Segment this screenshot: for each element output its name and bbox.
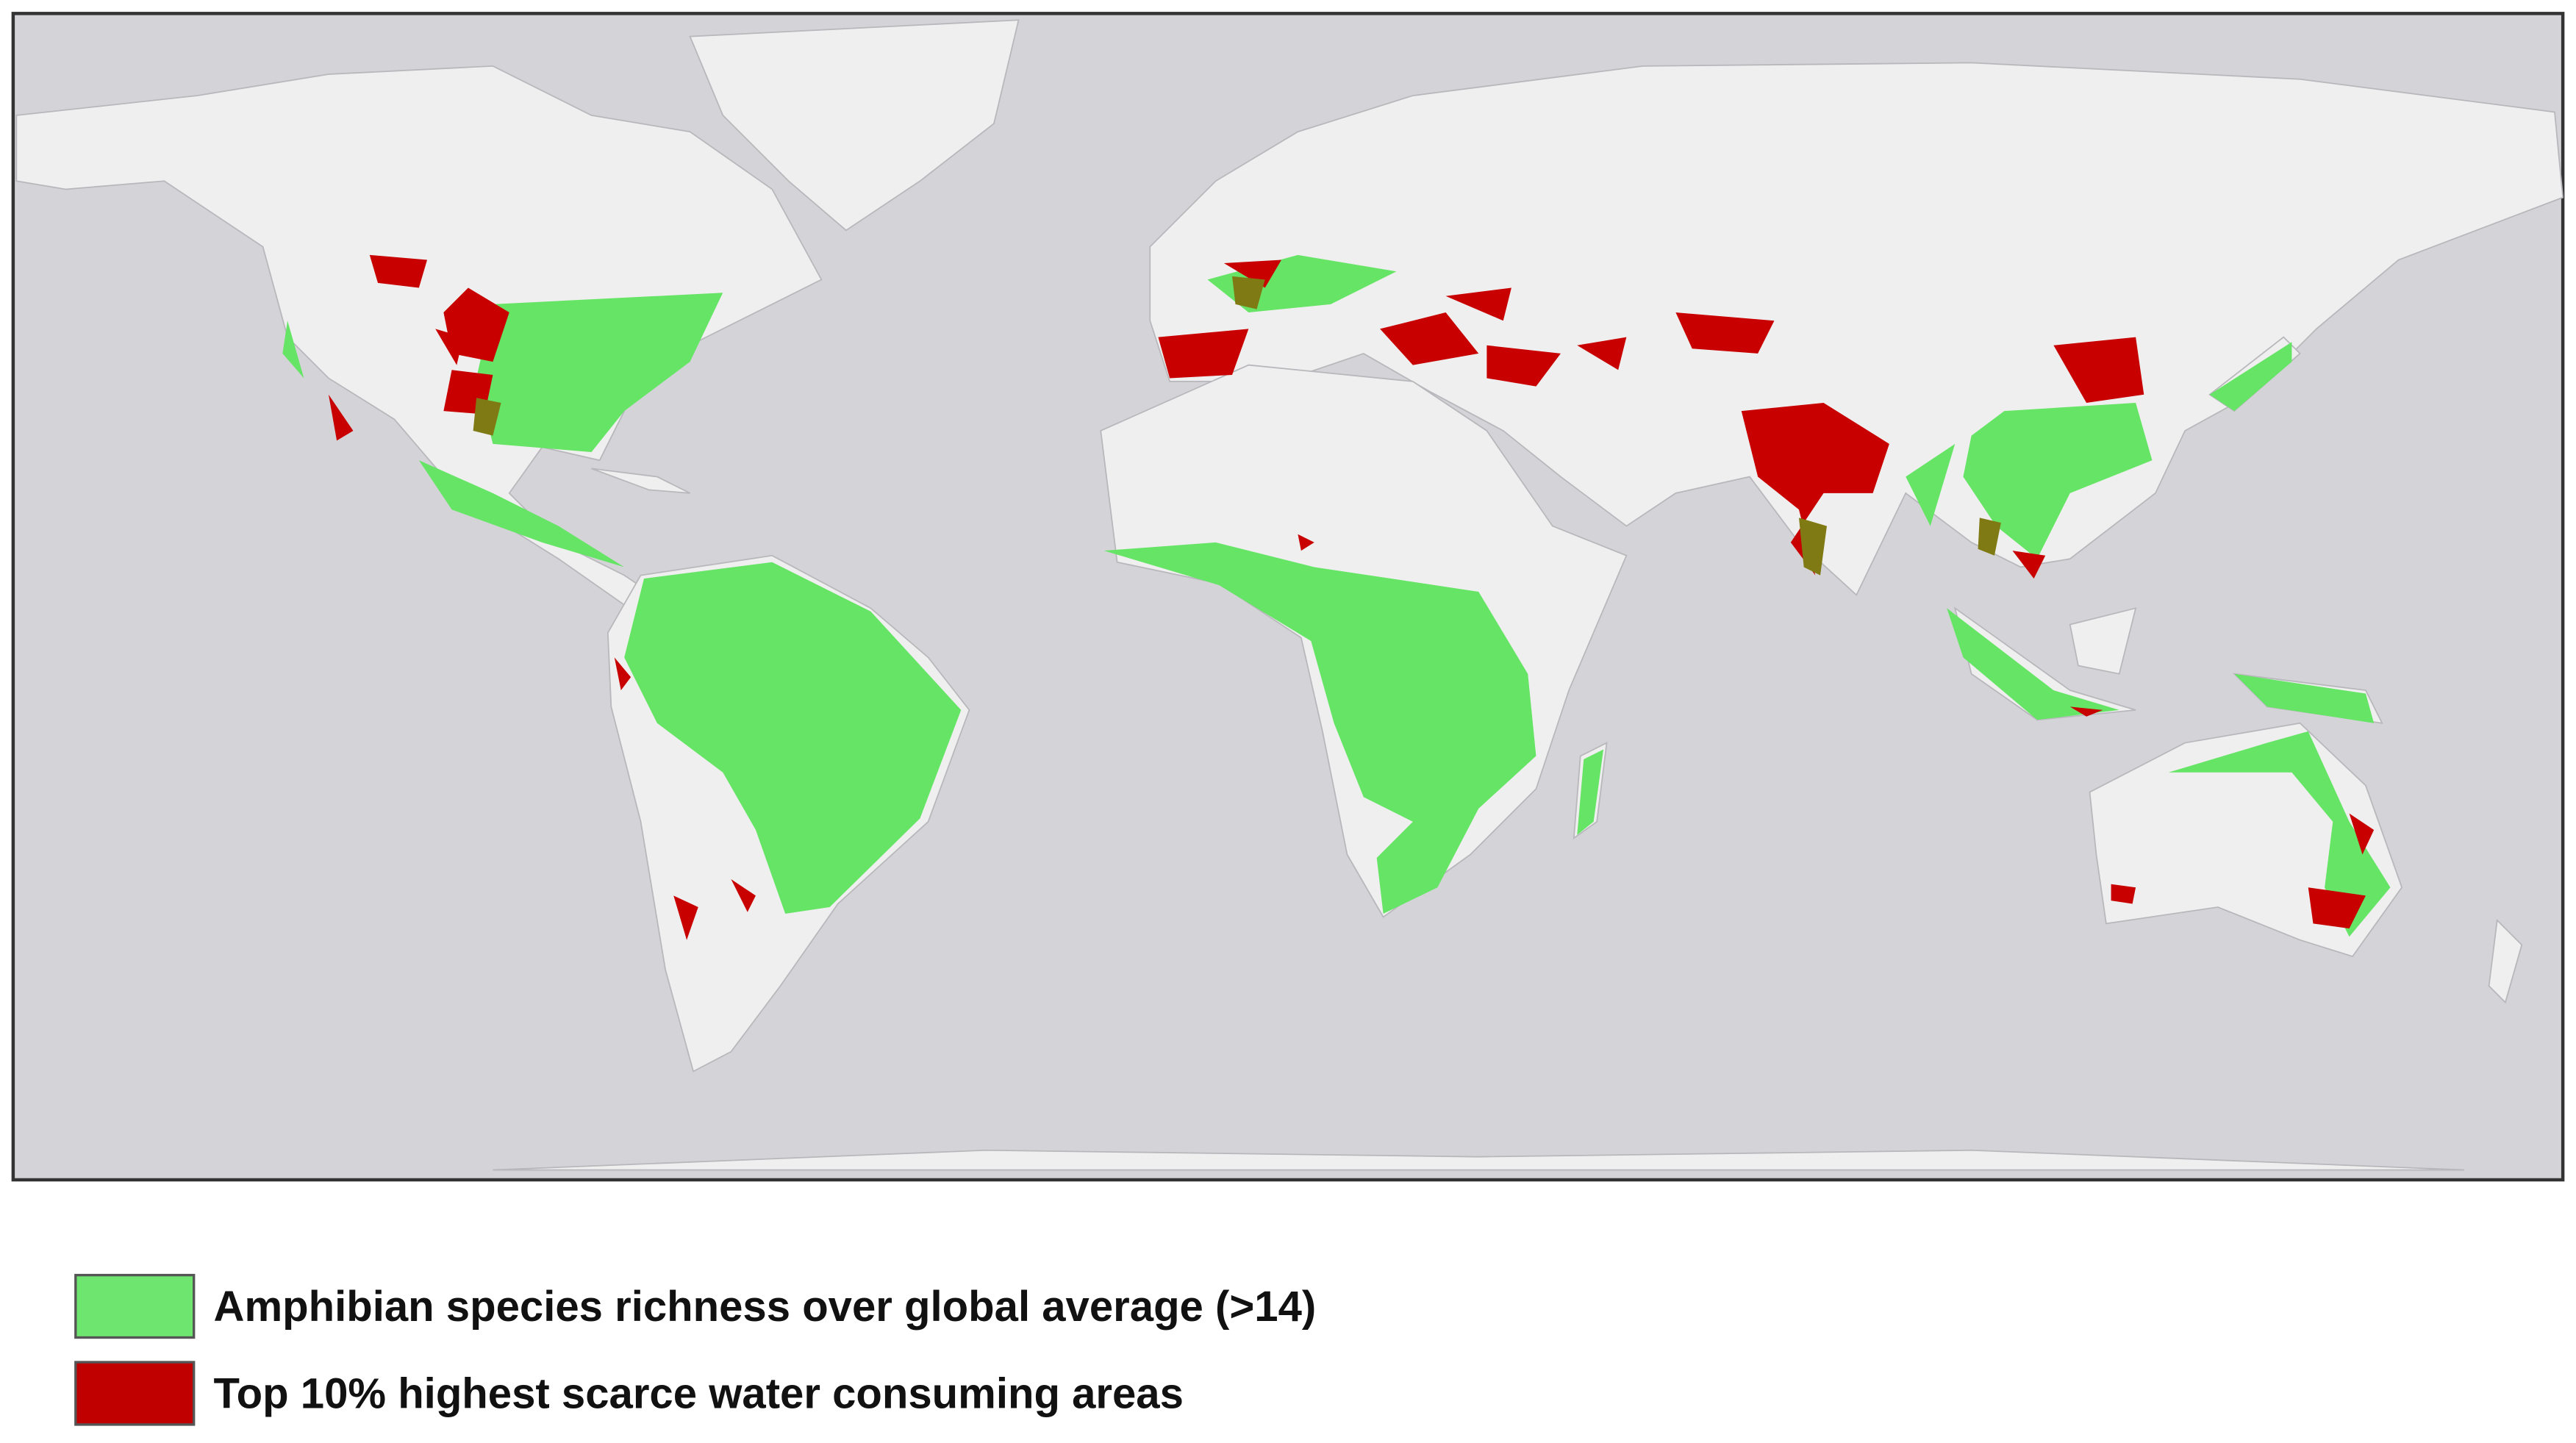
richness-asia: [1906, 342, 2292, 720]
greenland: [689, 19, 1020, 232]
richness-australia: [2168, 673, 2391, 937]
eurasia: [1149, 62, 2564, 596]
new-zealand: [2488, 918, 2523, 1004]
water-north-america: [328, 254, 509, 441]
legend-swatch-red: [74, 1361, 196, 1426]
water-asia: [1675, 312, 2144, 717]
map: [11, 12, 2565, 1182]
water-australia: [2111, 813, 2375, 929]
antarctica: [493, 1149, 2465, 1171]
legend-swatch-green: [74, 1273, 196, 1339]
richness-north-america: [282, 293, 723, 567]
richness-africa: [1103, 542, 1536, 914]
legend: Amphibian species richness over global a…: [74, 1273, 1317, 1426]
legend-label: Amphibian species richness over global a…: [214, 1283, 1317, 1331]
legend-label: Top 10% highest scarce water consuming a…: [214, 1369, 1184, 1417]
caribbean: [591, 468, 690, 494]
richness-madagascar: [1577, 749, 1604, 835]
richness-south-america: [624, 562, 962, 914]
